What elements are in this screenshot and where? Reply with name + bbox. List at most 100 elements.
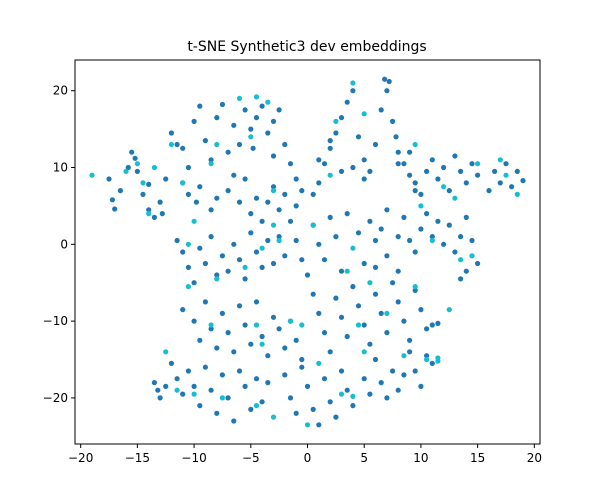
scatter-point-s0-29 xyxy=(248,126,254,132)
scatter-point-s1-58 xyxy=(412,141,418,148)
scatter-point-s0-30 xyxy=(250,145,256,151)
scatter-point-s0-53 xyxy=(265,199,271,205)
scatter-point-s0-167 xyxy=(395,299,401,305)
scatter-point-s0-12 xyxy=(157,199,163,205)
scatter-point-s0-117 xyxy=(248,406,254,412)
scatter-point-s0-235 xyxy=(446,188,452,194)
scatter-point-s0-36 xyxy=(276,107,282,113)
scatter-point-s0-86 xyxy=(208,326,214,332)
scatter-point-s0-200 xyxy=(446,222,452,228)
scatter-point-s0-94 xyxy=(253,299,260,305)
scatter-point-s0-106 xyxy=(185,368,191,374)
scatter-point-s0-126 xyxy=(287,395,294,401)
scatter-point-s0-254 xyxy=(407,172,413,178)
scatter-point-s0-66 xyxy=(208,234,214,240)
scatter-point-s0-108 xyxy=(197,403,203,409)
scatter-point-s1-60 xyxy=(361,111,367,117)
scatter-point-s0-244 xyxy=(503,161,509,167)
scatter-point-s0-196 xyxy=(424,211,430,217)
scatter-point-s0-115 xyxy=(236,368,243,374)
scatter-point-s0-211 xyxy=(327,145,333,151)
scatter-point-s0-91 xyxy=(236,303,243,309)
scatter-point-s0-80 xyxy=(293,237,299,244)
scatter-point-s1-40 xyxy=(424,356,430,363)
scatter-point-s1-28 xyxy=(191,391,197,397)
scatter-point-s0-163 xyxy=(372,291,379,297)
scatter-point-s0-142 xyxy=(384,395,390,401)
scatter-point-s0-232 xyxy=(429,157,435,163)
scatter-point-s0-248 xyxy=(338,168,345,174)
scatter-point-s0-140 xyxy=(372,356,379,363)
scatter-point-s1-38 xyxy=(361,349,367,355)
scatter-point-s1-43 xyxy=(344,268,350,274)
scatter-point-s0-8 xyxy=(140,191,146,197)
scatter-point-s0-230 xyxy=(418,191,424,197)
scatter-point-s1-23 xyxy=(208,322,214,328)
y-tick-label-3: 10 xyxy=(53,161,68,175)
scatter-point-s0-139 xyxy=(367,391,373,397)
scatter-point-s1-9 xyxy=(191,218,197,224)
scatter-point-s0-121 xyxy=(151,380,157,386)
scatter-point-s0-172 xyxy=(424,326,430,332)
scatter-point-s0-159 xyxy=(350,284,356,290)
scatter-point-s1-57 xyxy=(503,172,509,178)
scatter-point-s0-166 xyxy=(390,280,396,286)
scatter-point-s0-133 xyxy=(327,399,333,405)
scatter-point-s0-198 xyxy=(435,218,441,224)
scatter-point-s0-90 xyxy=(231,349,237,355)
scatter-point-s0-28 xyxy=(242,107,248,113)
scatter-point-s1-45 xyxy=(355,322,362,328)
scatter-point-s1-11 xyxy=(214,141,220,148)
scatter-point-s0-50 xyxy=(248,211,254,217)
scatter-point-s1-24 xyxy=(253,322,260,328)
scatter-point-s0-99 xyxy=(282,345,288,351)
scatter-point-s0-59 xyxy=(299,188,305,194)
scatter-point-s0-250 xyxy=(316,157,322,163)
scatter-point-s0-57 xyxy=(287,218,294,224)
scatter-point-s0-82 xyxy=(180,307,186,313)
scatter-point-s1-46 xyxy=(384,310,390,316)
scatter-point-s0-164 xyxy=(378,310,384,316)
scatter-point-s0-131 xyxy=(316,422,322,428)
scatter-point-s0-199 xyxy=(441,241,447,247)
scatter-point-s0-181 xyxy=(316,241,322,247)
scatter-point-s0-217 xyxy=(361,157,367,163)
scatter-point-s0-92 xyxy=(242,322,248,328)
scatter-point-s0-223 xyxy=(386,78,392,85)
scatter-point-s0-214 xyxy=(344,99,350,105)
scatter-point-s0-134 xyxy=(333,414,339,420)
scatter-point-s1-42 xyxy=(435,355,441,361)
scatter-point-s1-49 xyxy=(429,237,435,244)
scatter-point-s0-0 xyxy=(106,176,112,182)
scatter-point-s0-6 xyxy=(132,155,138,161)
scatter-point-s1-0 xyxy=(89,172,95,178)
x-tick-label-5: 5 xyxy=(360,451,368,465)
scatter-point-s0-1 xyxy=(109,197,115,203)
scatter-point-s0-129 xyxy=(304,383,311,389)
plot-frame xyxy=(74,59,541,445)
scatter-point-s1-13 xyxy=(248,134,254,140)
scatter-point-s0-215 xyxy=(350,88,356,94)
scatter-point-s0-46 xyxy=(225,188,231,194)
scatter-point-s0-70 xyxy=(231,241,237,247)
scatter-point-s0-5 xyxy=(129,149,135,155)
scatter-point-s0-103 xyxy=(168,360,174,366)
scatter-point-s0-7 xyxy=(134,168,140,174)
scatter-point-s0-61 xyxy=(180,249,186,255)
scatter-point-s0-112 xyxy=(219,372,225,378)
scatter-point-s1-4 xyxy=(151,164,157,171)
scatter-point-s1-12 xyxy=(236,95,243,101)
scatter-point-s0-171 xyxy=(418,307,424,313)
scatter-point-s0-225 xyxy=(393,134,399,140)
scatter-point-s0-24 xyxy=(219,101,225,108)
x-tick-label-8: 20 xyxy=(527,451,542,465)
scatter-point-s1-36 xyxy=(338,391,345,397)
scatter-point-s0-78 xyxy=(276,234,282,240)
scatter-point-s1-63 xyxy=(327,172,333,178)
scatter-point-s0-111 xyxy=(214,410,220,416)
scatter-point-s0-218 xyxy=(367,168,373,174)
scatter-point-s0-22 xyxy=(208,157,214,163)
scatter-point-s1-22 xyxy=(185,284,191,290)
scatter-point-s1-20 xyxy=(242,264,248,270)
scatter-point-s0-241 xyxy=(486,188,492,194)
